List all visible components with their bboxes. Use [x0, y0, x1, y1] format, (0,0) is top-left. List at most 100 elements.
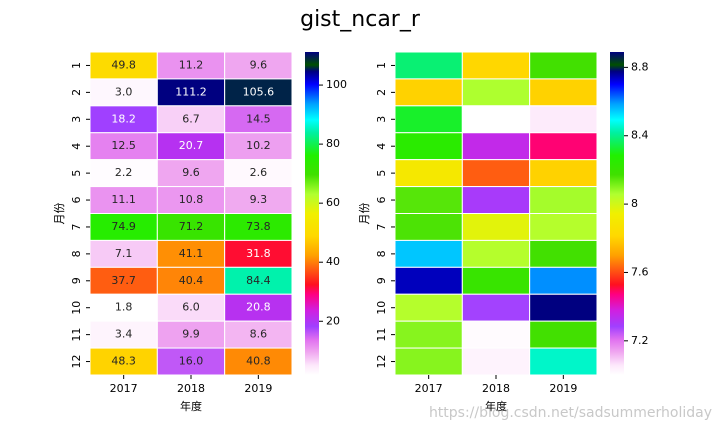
heatmap-cell: [224, 132, 293, 161]
y-tick-label: 6: [375, 197, 388, 204]
colorbar-tick-label: 8.4: [631, 129, 649, 142]
y-tick-label: 6: [70, 197, 83, 204]
cell-label: 12.5: [111, 139, 136, 152]
y-tick-label: 3: [70, 116, 83, 123]
heatmap-cell: [461, 132, 531, 161]
y-tick-label: 5: [70, 170, 83, 177]
heatmap-cell: [529, 239, 598, 268]
colorbar-tick-label: 100: [326, 78, 347, 91]
heatmap-cell: [461, 320, 531, 349]
y-tick-label: 1: [375, 62, 388, 69]
cell-label: 20.8: [246, 301, 271, 314]
x-tick-label: 2019: [244, 382, 272, 395]
cell-label: 48.3: [111, 355, 136, 368]
y-axis-label: 月份: [358, 203, 371, 225]
y-tick-label: 10: [375, 301, 388, 315]
colorbar: [610, 52, 624, 375]
cell-label: 6.7: [182, 112, 200, 125]
x-tick-label: 2018: [482, 382, 510, 395]
heatmap-cell: [89, 239, 158, 268]
cell-label: 31.8: [246, 247, 271, 260]
cell-label: 41.1: [179, 247, 204, 260]
colorbar-tick-label: 7.2: [631, 334, 649, 347]
cell-label: 9.6: [182, 166, 200, 179]
heatmap-cell: [89, 132, 158, 161]
heatmap-cell: [461, 266, 531, 295]
heatmap-cell: [394, 347, 463, 376]
heatmap-cell: [156, 239, 226, 268]
y-tick-label: 12: [70, 355, 83, 369]
x-tick-label: 2017: [110, 382, 138, 395]
heatmap-cell: [529, 293, 598, 322]
heatmap-cell: [394, 51, 463, 80]
cell-label: 111.2: [175, 85, 207, 98]
x-tick-label: 2017: [415, 382, 443, 395]
heatmap-cell: [224, 293, 293, 322]
colorbar-tick-label: 8: [631, 197, 638, 210]
y-tick-label: 2: [70, 89, 83, 96]
heatmap-cell: [224, 266, 293, 295]
heatmap-cell: [224, 186, 293, 214]
x-axis-label: 年度: [180, 399, 202, 413]
y-tick-label: 4: [70, 143, 83, 150]
heatmap-cell: [224, 239, 293, 268]
y-tick-label: 11: [70, 328, 83, 342]
y-tick-label: 11: [375, 328, 388, 342]
y-tick-label: 1: [70, 62, 83, 69]
colorbar-tick-label: 80: [326, 137, 340, 150]
cell-label: 6.0: [182, 301, 200, 314]
colorbar-tick-label: 40: [326, 255, 340, 268]
heatmap-cell: [224, 213, 293, 241]
heatmap-cell: [461, 159, 531, 188]
heatmap-cell: [156, 186, 226, 214]
colorbar: [305, 52, 319, 375]
cell-label: 8.6: [250, 328, 268, 341]
heatmap-cell: [224, 347, 293, 376]
heatmap-cell: [461, 51, 531, 80]
heatmap-cell: [529, 213, 598, 241]
heatmap-cell: [394, 213, 463, 241]
heatmap-cell: [461, 213, 531, 241]
watermark: https://blog.csdn.net/sadsummerholiday: [429, 405, 712, 421]
y-tick-label: 7: [375, 223, 388, 230]
cell-label: 49.8: [111, 58, 136, 71]
cell-label: 73.8: [246, 220, 271, 233]
cell-label: 3.0: [115, 85, 133, 98]
heatmap-cell: [156, 293, 226, 322]
heatmap-cell: [461, 78, 531, 107]
y-tick-label: 10: [70, 301, 83, 315]
cell-label: 14.5: [246, 112, 271, 125]
heatmap-cell: [89, 213, 158, 241]
cell-label: 18.2: [111, 112, 136, 125]
heatmap-cell: [529, 78, 598, 107]
heatmap-cell: [529, 320, 598, 349]
heatmap-cell: [461, 239, 531, 268]
y-tick-label: 9: [70, 277, 83, 284]
cell-label: 9.9: [182, 328, 200, 341]
cell-label: 71.2: [179, 220, 204, 233]
x-tick-label: 2018: [177, 382, 205, 395]
heatmap-cell: [394, 293, 463, 322]
cell-label: 9.3: [250, 193, 268, 206]
heatmap-cell: [529, 266, 598, 295]
heatmap-cell: [394, 132, 463, 161]
cell-label: 1.8: [115, 301, 133, 314]
heatmap-cell: [461, 347, 531, 376]
heatmap-cell: [394, 105, 463, 134]
heatmap-cell: [461, 293, 531, 322]
heatmap-cell: [156, 159, 226, 188]
colorbar-tick-label: 60: [326, 196, 340, 209]
cell-label: 20.7: [179, 139, 204, 152]
colorbar-tick-label: 8.8: [631, 60, 649, 73]
y-tick-label: 3: [375, 116, 388, 123]
cell-label: 105.6: [243, 85, 275, 98]
cell-label: 2.6: [250, 166, 268, 179]
cell-label: 40.8: [246, 355, 271, 368]
y-tick-label: 5: [375, 170, 388, 177]
heatmap-cell: [529, 132, 598, 161]
cell-label: 40.4: [179, 274, 204, 287]
heatmap-cell: [461, 186, 531, 214]
y-tick-label: 4: [375, 143, 388, 150]
cell-label: 9.6: [250, 58, 268, 71]
